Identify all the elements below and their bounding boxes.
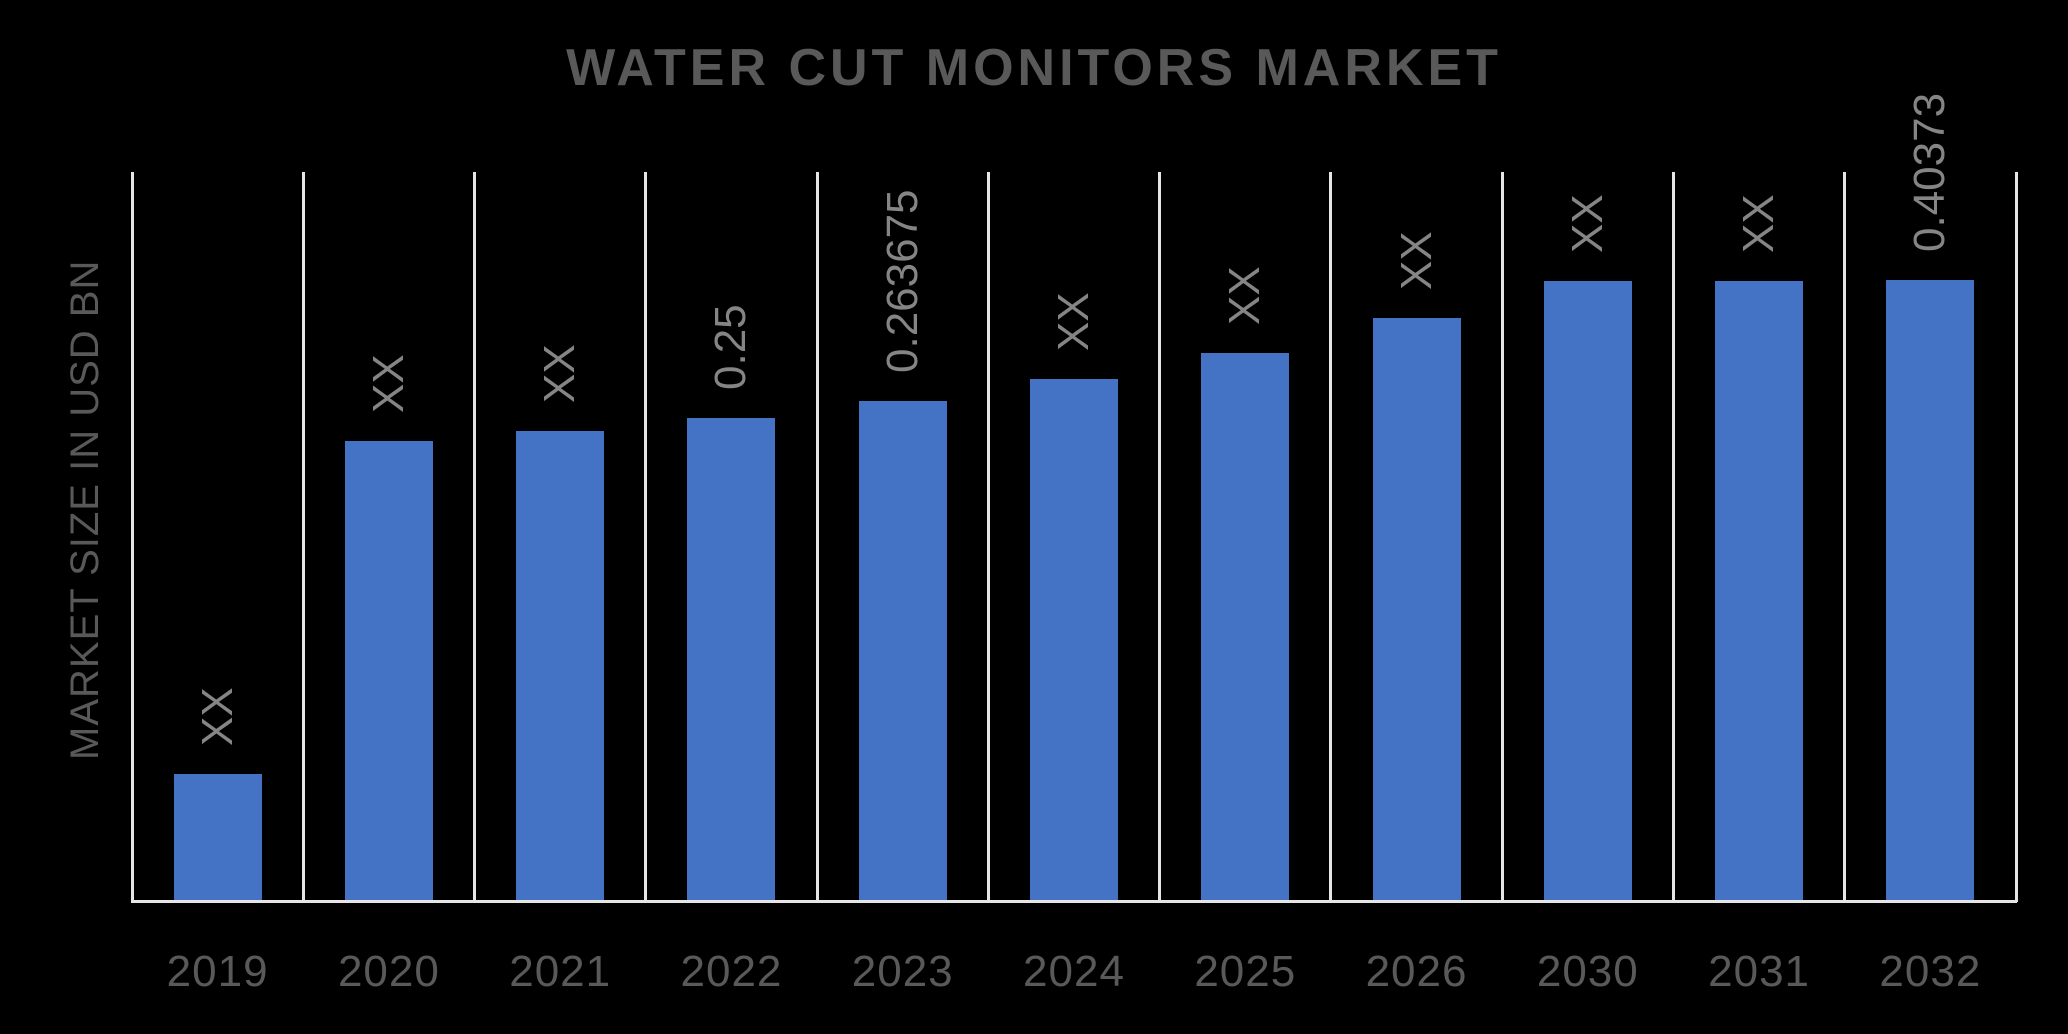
x-tick-label-2031: 2031 [1708, 947, 1811, 996]
x-axis-line [131, 900, 2017, 903]
bar-2023 [858, 401, 947, 902]
bar-2031 [1715, 281, 1804, 902]
gridline [1500, 172, 1504, 902]
bar-2022 [687, 418, 776, 902]
bar-value-label-2030: XX [1562, 194, 1612, 253]
x-tick-label-2032: 2032 [1879, 947, 1982, 996]
gridline [1671, 172, 1675, 902]
bar-value-label-2024: XX [1049, 292, 1098, 351]
y-axis-title: MARKET SIZE IN USD BN [63, 259, 107, 760]
bar-value-label-2025: XX [1220, 266, 1270, 325]
x-tick-label-2020: 2020 [337, 947, 440, 996]
bar-2021 [516, 431, 605, 902]
x-tick-label-2024: 2024 [1023, 947, 1125, 996]
x-tick-label-2030: 2030 [1536, 947, 1639, 996]
gridline [986, 172, 990, 902]
gridline [1843, 172, 1847, 902]
bar-value-label-2019: XX [192, 687, 242, 746]
gridline [1329, 172, 1333, 902]
bar-2024 [1030, 379, 1118, 902]
bar-2025 [1201, 353, 1290, 902]
bar-2019 [173, 774, 262, 902]
x-tick-label-2022: 2022 [680, 947, 783, 996]
gridline [1158, 172, 1162, 902]
bar-value-label-2032: 0.40373 [1905, 92, 1955, 252]
bar-2032 [1886, 280, 1975, 902]
x-axis-labels: 2019 2020 2021 2022 2023 2024 2025 2026 2030 2031… [132, 940, 2016, 1004]
bar-value-label-2026: XX [1391, 231, 1441, 290]
bar-value-label-2023: 0.263675 [877, 189, 927, 373]
x-tick-label-2025: 2025 [1194, 947, 1297, 996]
chart-title: WATER CUT MONITORS MARKET [566, 39, 1502, 97]
bar-value-label-2022: 0.25 [706, 304, 756, 390]
gridline [130, 172, 134, 902]
bar-value-label-2031: XX [1734, 194, 1784, 253]
bar-value-label-2020: XX [363, 354, 413, 413]
x-tick-label-2019: 2019 [166, 947, 269, 996]
x-tick-label-2021: 2021 [509, 947, 612, 996]
x-tick-label-2023: 2023 [851, 947, 954, 996]
gridline [644, 172, 648, 902]
x-tick-label-2026: 2026 [1365, 947, 1468, 996]
bar-value-label-2021: XX [535, 344, 585, 403]
gridline [301, 172, 305, 902]
bar-2030 [1543, 281, 1632, 902]
bar-2020 [344, 441, 433, 902]
gridline [2014, 172, 2018, 902]
gridline [815, 172, 819, 902]
bar-2026 [1372, 318, 1461, 902]
gridline [473, 172, 477, 902]
plot-area: XX XX XX 0.25 0.263675 XX XX XX XX XX 0.40373 [130, 93, 2018, 903]
